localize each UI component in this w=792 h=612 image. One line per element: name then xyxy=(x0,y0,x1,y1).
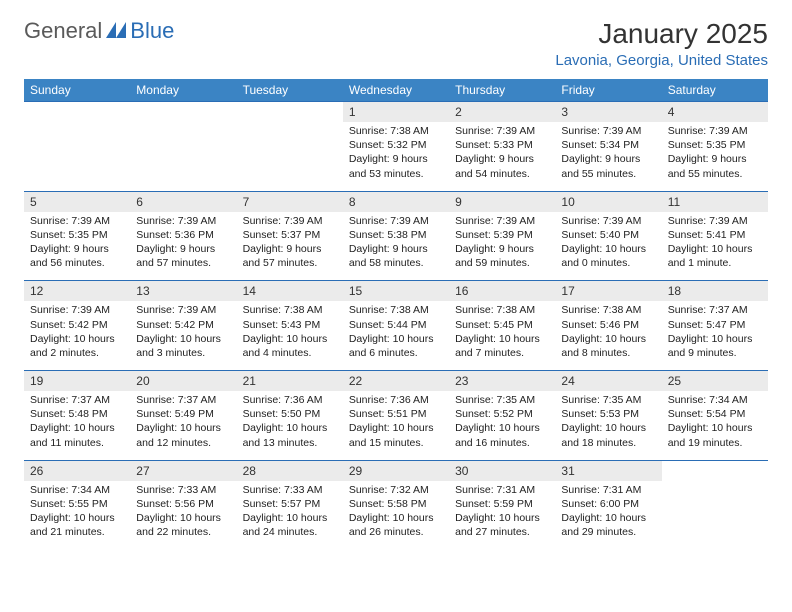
day-detail-cell: Sunrise: 7:38 AMSunset: 5:43 PMDaylight:… xyxy=(237,301,343,370)
day-detail-cell: Sunrise: 7:31 AMSunset: 5:59 PMDaylight:… xyxy=(449,481,555,550)
day-number-cell: 26 xyxy=(24,460,130,481)
day-number-cell: 21 xyxy=(237,371,343,392)
day-number-cell: 17 xyxy=(555,281,661,302)
day-detail-cell: Sunrise: 7:39 AMSunset: 5:37 PMDaylight:… xyxy=(237,212,343,281)
logo-text-1: General xyxy=(24,18,102,44)
empty-cell xyxy=(130,102,236,123)
logo: General Blue xyxy=(24,18,174,44)
day-detail-cell: Sunrise: 7:39 AMSunset: 5:39 PMDaylight:… xyxy=(449,212,555,281)
day-detail-cell: Sunrise: 7:37 AMSunset: 5:47 PMDaylight:… xyxy=(662,301,768,370)
empty-cell xyxy=(24,102,130,123)
day-header: Thursday xyxy=(449,79,555,102)
day-number-cell: 29 xyxy=(343,460,449,481)
day-detail-cell: Sunrise: 7:39 AMSunset: 5:41 PMDaylight:… xyxy=(662,212,768,281)
day-detail-cell: Sunrise: 7:38 AMSunset: 5:44 PMDaylight:… xyxy=(343,301,449,370)
day-number-cell: 3 xyxy=(555,102,661,123)
day-header: Wednesday xyxy=(343,79,449,102)
day-header: Saturday xyxy=(662,79,768,102)
day-number-cell: 12 xyxy=(24,281,130,302)
day-number-cell: 4 xyxy=(662,102,768,123)
day-detail-cell: Sunrise: 7:38 AMSunset: 5:46 PMDaylight:… xyxy=(555,301,661,370)
empty-cell xyxy=(662,481,768,550)
day-number-cell: 8 xyxy=(343,191,449,212)
day-header: Tuesday xyxy=(237,79,343,102)
day-number-cell: 2 xyxy=(449,102,555,123)
calendar-body: 1234Sunrise: 7:38 AMSunset: 5:32 PMDayli… xyxy=(24,102,768,550)
day-number-cell: 20 xyxy=(130,371,236,392)
day-detail-cell: Sunrise: 7:39 AMSunset: 5:40 PMDaylight:… xyxy=(555,212,661,281)
day-detail-cell: Sunrise: 7:37 AMSunset: 5:49 PMDaylight:… xyxy=(130,391,236,460)
day-number-cell: 7 xyxy=(237,191,343,212)
page-subtitle: Lavonia, Georgia, United States xyxy=(555,52,768,69)
day-number-cell: 6 xyxy=(130,191,236,212)
day-detail-cell: Sunrise: 7:34 AMSunset: 5:55 PMDaylight:… xyxy=(24,481,130,550)
day-number-cell: 28 xyxy=(237,460,343,481)
logo-icon xyxy=(106,18,126,44)
title-block: January 2025 Lavonia, Georgia, United St… xyxy=(555,18,768,69)
day-number-cell: 10 xyxy=(555,191,661,212)
day-detail-cell: Sunrise: 7:36 AMSunset: 5:51 PMDaylight:… xyxy=(343,391,449,460)
day-detail-cell: Sunrise: 7:39 AMSunset: 5:38 PMDaylight:… xyxy=(343,212,449,281)
day-number-cell: 27 xyxy=(130,460,236,481)
day-number-cell: 24 xyxy=(555,371,661,392)
day-detail-cell: Sunrise: 7:38 AMSunset: 5:32 PMDaylight:… xyxy=(343,122,449,191)
logo-text-2: Blue xyxy=(130,18,174,44)
day-number-cell: 1 xyxy=(343,102,449,123)
empty-cell xyxy=(24,122,130,191)
day-detail-cell: Sunrise: 7:35 AMSunset: 5:52 PMDaylight:… xyxy=(449,391,555,460)
day-detail-cell: Sunrise: 7:32 AMSunset: 5:58 PMDaylight:… xyxy=(343,481,449,550)
calendar-table: SundayMondayTuesdayWednesdayThursdayFrid… xyxy=(24,79,768,549)
day-header: Friday xyxy=(555,79,661,102)
day-detail-cell: Sunrise: 7:37 AMSunset: 5:48 PMDaylight:… xyxy=(24,391,130,460)
day-detail-cell: Sunrise: 7:39 AMSunset: 5:33 PMDaylight:… xyxy=(449,122,555,191)
day-header: Sunday xyxy=(24,79,130,102)
empty-cell xyxy=(237,102,343,123)
day-number-cell: 14 xyxy=(237,281,343,302)
day-detail-cell: Sunrise: 7:39 AMSunset: 5:42 PMDaylight:… xyxy=(24,301,130,370)
day-number-cell: 11 xyxy=(662,191,768,212)
day-number-cell: 30 xyxy=(449,460,555,481)
calendar-head: SundayMondayTuesdayWednesdayThursdayFrid… xyxy=(24,79,768,102)
day-detail-cell: Sunrise: 7:33 AMSunset: 5:57 PMDaylight:… xyxy=(237,481,343,550)
day-detail-cell: Sunrise: 7:39 AMSunset: 5:36 PMDaylight:… xyxy=(130,212,236,281)
day-detail-cell: Sunrise: 7:34 AMSunset: 5:54 PMDaylight:… xyxy=(662,391,768,460)
page: General Blue January 2025 Lavonia, Georgi… xyxy=(0,0,792,567)
day-detail-cell: Sunrise: 7:39 AMSunset: 5:35 PMDaylight:… xyxy=(662,122,768,191)
day-number-cell: 5 xyxy=(24,191,130,212)
day-number-cell: 9 xyxy=(449,191,555,212)
day-number-cell: 19 xyxy=(24,371,130,392)
day-header: Monday xyxy=(130,79,236,102)
page-title: January 2025 xyxy=(555,18,768,50)
empty-cell xyxy=(130,122,236,191)
day-detail-cell: Sunrise: 7:31 AMSunset: 6:00 PMDaylight:… xyxy=(555,481,661,550)
day-number-cell: 22 xyxy=(343,371,449,392)
day-number-cell: 13 xyxy=(130,281,236,302)
empty-cell xyxy=(237,122,343,191)
day-number-cell: 23 xyxy=(449,371,555,392)
day-number-cell: 16 xyxy=(449,281,555,302)
day-detail-cell: Sunrise: 7:36 AMSunset: 5:50 PMDaylight:… xyxy=(237,391,343,460)
day-detail-cell: Sunrise: 7:38 AMSunset: 5:45 PMDaylight:… xyxy=(449,301,555,370)
day-detail-cell: Sunrise: 7:35 AMSunset: 5:53 PMDaylight:… xyxy=(555,391,661,460)
day-detail-cell: Sunrise: 7:39 AMSunset: 5:34 PMDaylight:… xyxy=(555,122,661,191)
day-number-cell: 18 xyxy=(662,281,768,302)
day-number-cell: 31 xyxy=(555,460,661,481)
day-number-cell: 25 xyxy=(662,371,768,392)
day-detail-cell: Sunrise: 7:33 AMSunset: 5:56 PMDaylight:… xyxy=(130,481,236,550)
day-detail-cell: Sunrise: 7:39 AMSunset: 5:35 PMDaylight:… xyxy=(24,212,130,281)
empty-cell xyxy=(662,460,768,481)
day-detail-cell: Sunrise: 7:39 AMSunset: 5:42 PMDaylight:… xyxy=(130,301,236,370)
day-number-cell: 15 xyxy=(343,281,449,302)
header: General Blue January 2025 Lavonia, Georgi… xyxy=(24,18,768,69)
